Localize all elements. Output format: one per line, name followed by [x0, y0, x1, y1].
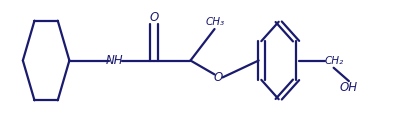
- Text: NH: NH: [105, 54, 123, 67]
- Text: OH: OH: [340, 81, 358, 94]
- Text: O: O: [214, 71, 223, 84]
- Text: CH₂: CH₂: [324, 56, 343, 65]
- Text: O: O: [150, 11, 159, 24]
- Text: CH₃: CH₃: [206, 17, 225, 27]
